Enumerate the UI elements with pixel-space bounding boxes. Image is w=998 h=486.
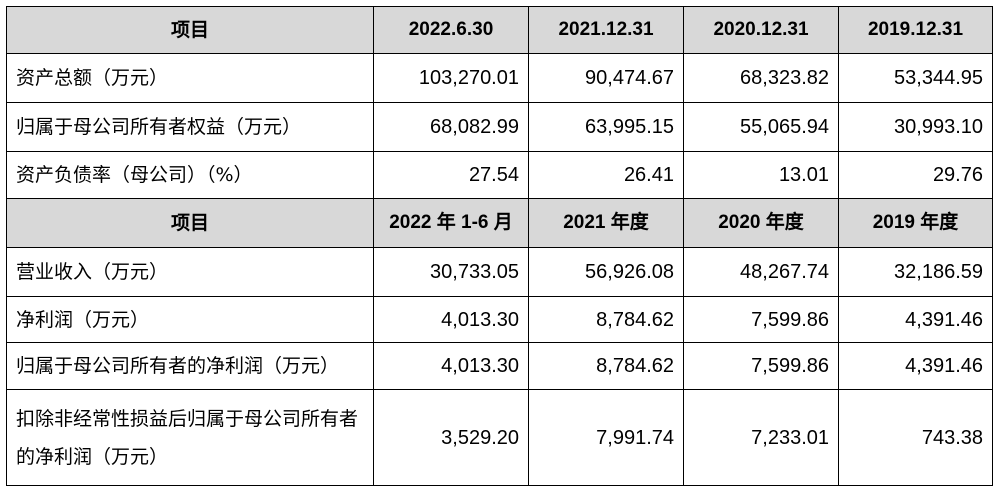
table-row: 营业收入（万元） 30,733.05 56,926.08 48,267.74 3… (6, 247, 993, 297)
value-cell: 4,013.30 (373, 296, 529, 343)
table-row: 扣除非经常性损益后归属于母公司所有者的净利润（万元） 3,529.20 7,99… (6, 389, 993, 486)
table-row: 净利润（万元） 4,013.30 8,784.62 7,599.86 4,391… (6, 296, 993, 343)
value-cell: 13.01 (683, 151, 839, 199)
row-label: 营业收入（万元） (6, 247, 374, 297)
header-cell-period: 2020 年度 (683, 198, 839, 248)
header-cell-period: 2022 年 1-6 月 (373, 198, 529, 248)
value-cell: 30,733.05 (373, 247, 529, 297)
header-cell-period: 2019.12.31 (838, 6, 993, 54)
value-cell: 7,599.86 (683, 296, 839, 343)
row-label: 归属于母公司所有者的净利润（万元） (6, 342, 374, 390)
value-cell: 68,082.99 (373, 102, 529, 152)
header-cell-item: 项目 (6, 6, 374, 54)
header-row-income: 项目 2022 年 1-6 月 2021 年度 2020 年度 2019 年度 (6, 198, 993, 248)
row-label: 资产总额（万元） (6, 53, 374, 103)
value-cell: 48,267.74 (683, 247, 839, 297)
row-label: 资产负债率（母公司）（%） (6, 151, 374, 199)
value-cell: 32,186.59 (838, 247, 993, 297)
value-cell: 56,926.08 (528, 247, 684, 297)
value-cell: 3,529.20 (373, 389, 529, 486)
value-cell: 8,784.62 (528, 296, 684, 343)
value-cell: 7,233.01 (683, 389, 839, 486)
value-cell: 7,991.74 (528, 389, 684, 486)
table-row: 归属于母公司所有者权益（万元） 68,082.99 63,995.15 55,0… (6, 102, 993, 152)
header-cell-period: 2021.12.31 (528, 6, 684, 54)
header-cell-item: 项目 (6, 198, 374, 248)
value-cell: 30,993.10 (838, 102, 993, 152)
value-cell: 4,391.46 (838, 342, 993, 390)
value-cell: 4,391.46 (838, 296, 993, 343)
row-label: 净利润（万元） (6, 296, 374, 343)
value-cell: 63,995.15 (528, 102, 684, 152)
financial-summary-table: 项目 2022.6.30 2021.12.31 2020.12.31 2019.… (6, 6, 993, 486)
value-cell: 103,270.01 (373, 53, 529, 103)
value-cell: 29.76 (838, 151, 993, 199)
row-label: 扣除非经常性损益后归属于母公司所有者的净利润（万元） (6, 389, 374, 486)
value-cell: 27.54 (373, 151, 529, 199)
value-cell: 8,784.62 (528, 342, 684, 390)
table-row: 资产总额（万元） 103,270.01 90,474.67 68,323.82 … (6, 53, 993, 103)
value-cell: 68,323.82 (683, 53, 839, 103)
header-cell-period: 2022.6.30 (373, 6, 529, 54)
value-cell: 7,599.86 (683, 342, 839, 390)
value-cell: 55,065.94 (683, 102, 839, 152)
header-cell-period: 2019 年度 (838, 198, 993, 248)
value-cell: 53,344.95 (838, 53, 993, 103)
value-cell: 743.38 (838, 389, 993, 486)
value-cell: 26.41 (528, 151, 684, 199)
header-cell-period: 2020.12.31 (683, 6, 839, 54)
header-row-balance: 项目 2022.6.30 2021.12.31 2020.12.31 2019.… (6, 6, 993, 54)
row-label: 归属于母公司所有者权益（万元） (6, 102, 374, 152)
value-cell: 90,474.67 (528, 53, 684, 103)
value-cell: 4,013.30 (373, 342, 529, 390)
table-row: 归属于母公司所有者的净利润（万元） 4,013.30 8,784.62 7,59… (6, 342, 993, 390)
header-cell-period: 2021 年度 (528, 198, 684, 248)
table-row: 资产负债率（母公司）（%） 27.54 26.41 13.01 29.76 (6, 151, 993, 199)
